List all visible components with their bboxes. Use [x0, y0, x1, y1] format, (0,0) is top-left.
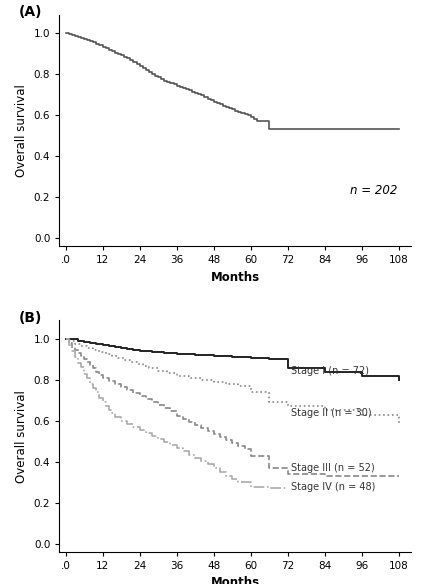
Text: (A): (A)	[19, 5, 42, 19]
Text: (B): (B)	[19, 311, 42, 325]
Text: n = 202: n = 202	[350, 184, 397, 197]
Text: Stage I (n = 72): Stage I (n = 72)	[291, 366, 369, 376]
Text: Stage III (n = 52): Stage III (n = 52)	[291, 463, 375, 473]
Y-axis label: Overall survival: Overall survival	[15, 84, 28, 177]
X-axis label: Months: Months	[211, 576, 260, 584]
Text: Stage II (n = 30): Stage II (n = 30)	[291, 408, 371, 418]
Text: Stage IV (n = 48): Stage IV (n = 48)	[291, 482, 375, 492]
X-axis label: Months: Months	[211, 271, 260, 284]
Y-axis label: Overall survival: Overall survival	[15, 390, 28, 482]
